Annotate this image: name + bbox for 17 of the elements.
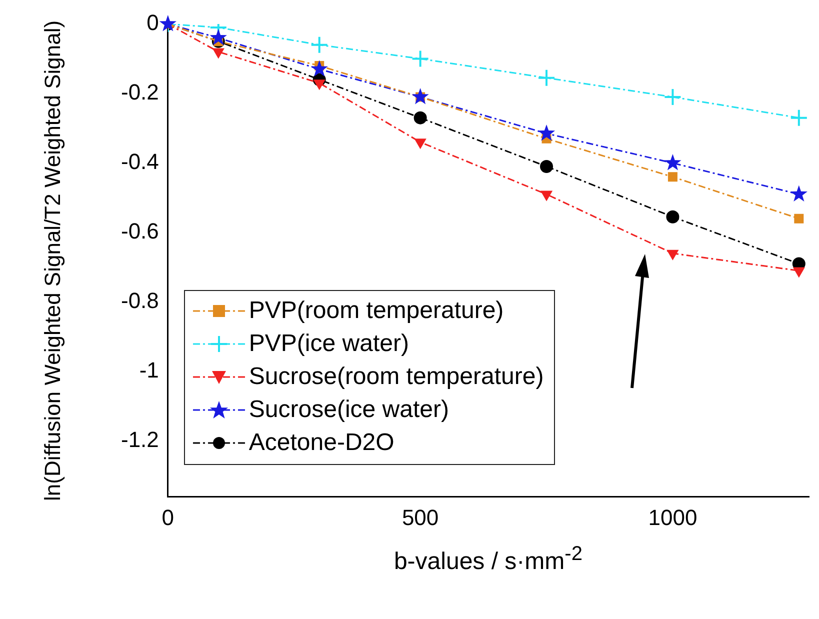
legend-label: Acetone-D2O	[248, 429, 394, 458]
x-tick-label: 0	[162, 504, 174, 530]
x-tick-label: 1000	[648, 504, 698, 530]
y-tick-label: -0.8	[120, 288, 159, 314]
legend-label: Sucrose(ice water)	[248, 396, 449, 424]
legend-label: PVP(room temperature)	[248, 297, 504, 326]
legend-label: Sucrose(room temperature)	[248, 363, 544, 392]
legend-label: PVP(ice water)	[248, 330, 409, 358]
y-tick-label: -0.6	[120, 218, 159, 244]
x-axis-title: b-values / s·mm$^{-2}$	[394, 542, 582, 576]
x-tick-label: 500	[402, 504, 439, 530]
y-tick-label: -1.2	[120, 427, 159, 452]
y-tick-label: -0.2	[120, 80, 159, 105]
y-axis-title: ln(Diffusion Weighted Signal/T2 Weighted Signal)	[40, 20, 66, 501]
y-tick-label: -1	[139, 358, 159, 383]
y-tick-label: -0.4	[120, 149, 159, 174]
y-tick-label: 0	[146, 10, 159, 36]
